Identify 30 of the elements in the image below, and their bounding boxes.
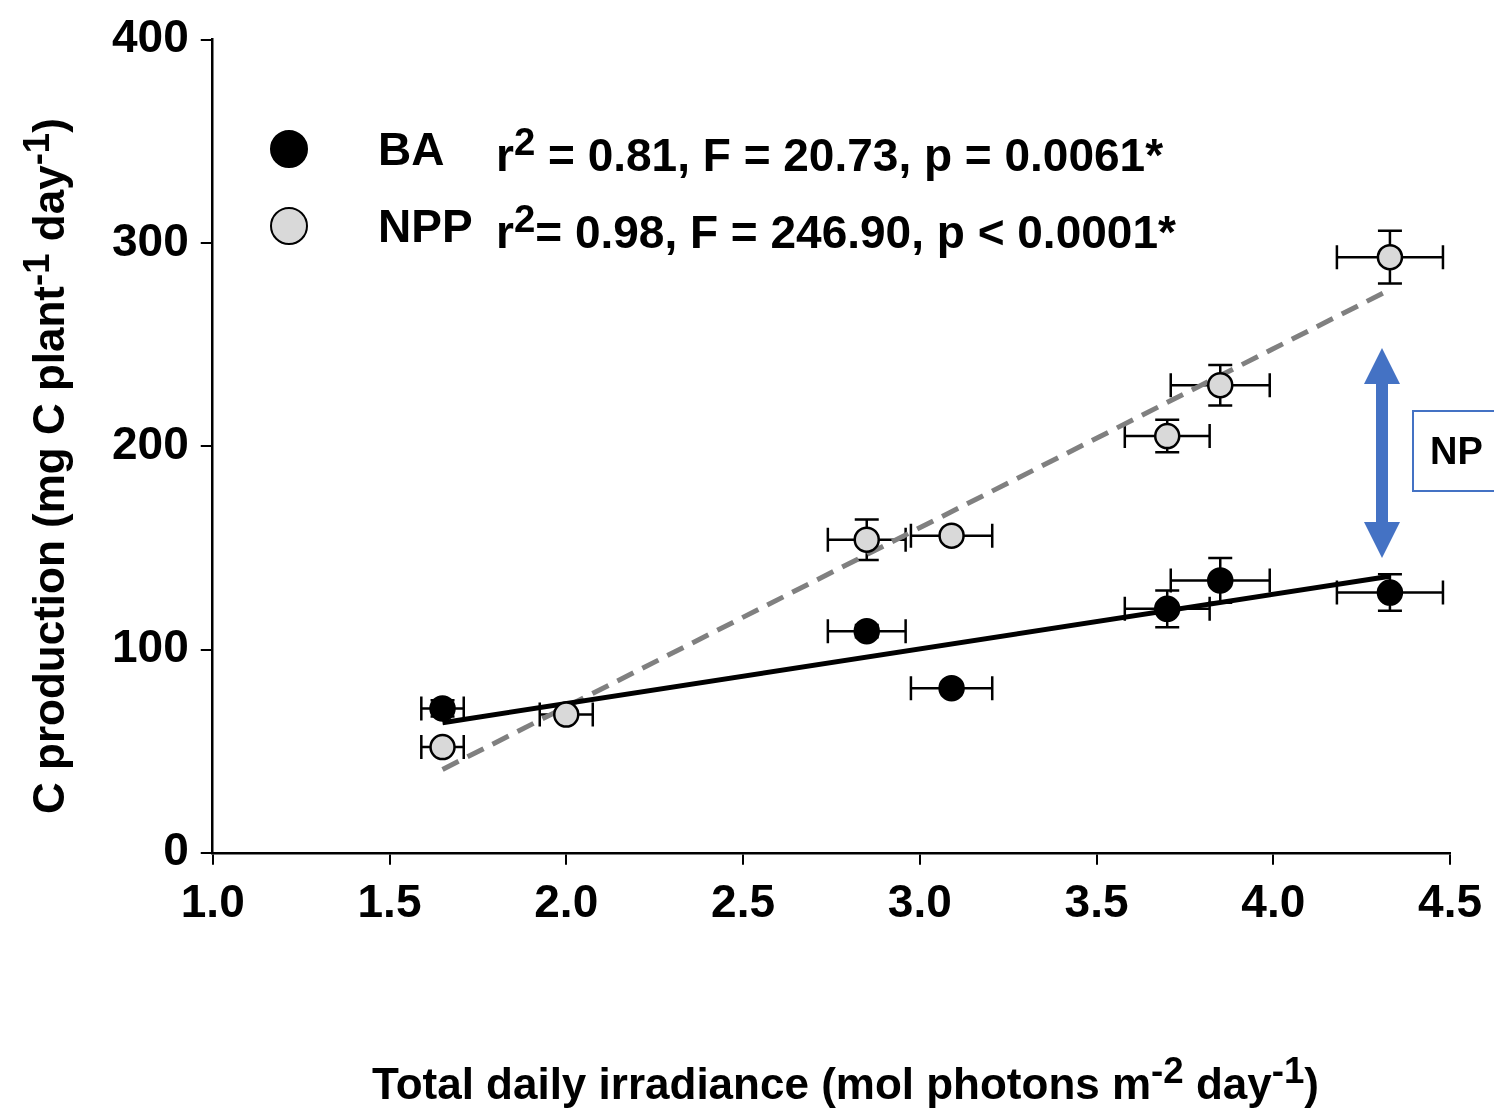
y-tick-label: 100 — [112, 620, 189, 673]
point — [1207, 567, 1234, 594]
y-tick-label: 300 — [112, 213, 189, 266]
point — [1207, 371, 1234, 399]
x-tick-label: 3.0 — [887, 875, 952, 928]
y-tick-label: 0 — [163, 823, 189, 876]
x-tick-label: 4.5 — [1418, 875, 1482, 928]
x-tick-label: 1.5 — [357, 875, 422, 928]
x-tick-label: 1.0 — [180, 875, 245, 928]
legend-label: NPP — [378, 199, 474, 254]
point — [853, 617, 880, 645]
legend-label: BA — [378, 121, 446, 177]
x-tick-label: 3.5 — [1064, 875, 1129, 928]
point — [853, 526, 880, 553]
point — [1153, 595, 1181, 623]
annotation: NP — [1430, 429, 1483, 473]
x-tick-label: 2.5 — [711, 875, 775, 928]
y-tick-label: 200 — [112, 416, 189, 469]
x-tick-label: 4.0 — [1241, 875, 1306, 928]
point — [1376, 579, 1404, 606]
point — [553, 701, 580, 728]
x-axis-title: Total daily irradiance (mol photons m$^{-2}$ day$^{-1}$) — [371, 1050, 1320, 1109]
annotation: r$^{2}$ = 0.81, F = 20.73, p = 0.0061* — [496, 119, 1164, 184]
annotation: r$^{2}$= 0.98, F = 246.90, p < 0.0001* — [496, 196, 1176, 261]
y-tick-label: 400 — [112, 10, 189, 63]
point — [429, 733, 456, 761]
point — [938, 674, 965, 702]
point — [938, 522, 965, 549]
point — [1376, 243, 1404, 271]
x-tick-label: 2.0 — [534, 875, 599, 928]
